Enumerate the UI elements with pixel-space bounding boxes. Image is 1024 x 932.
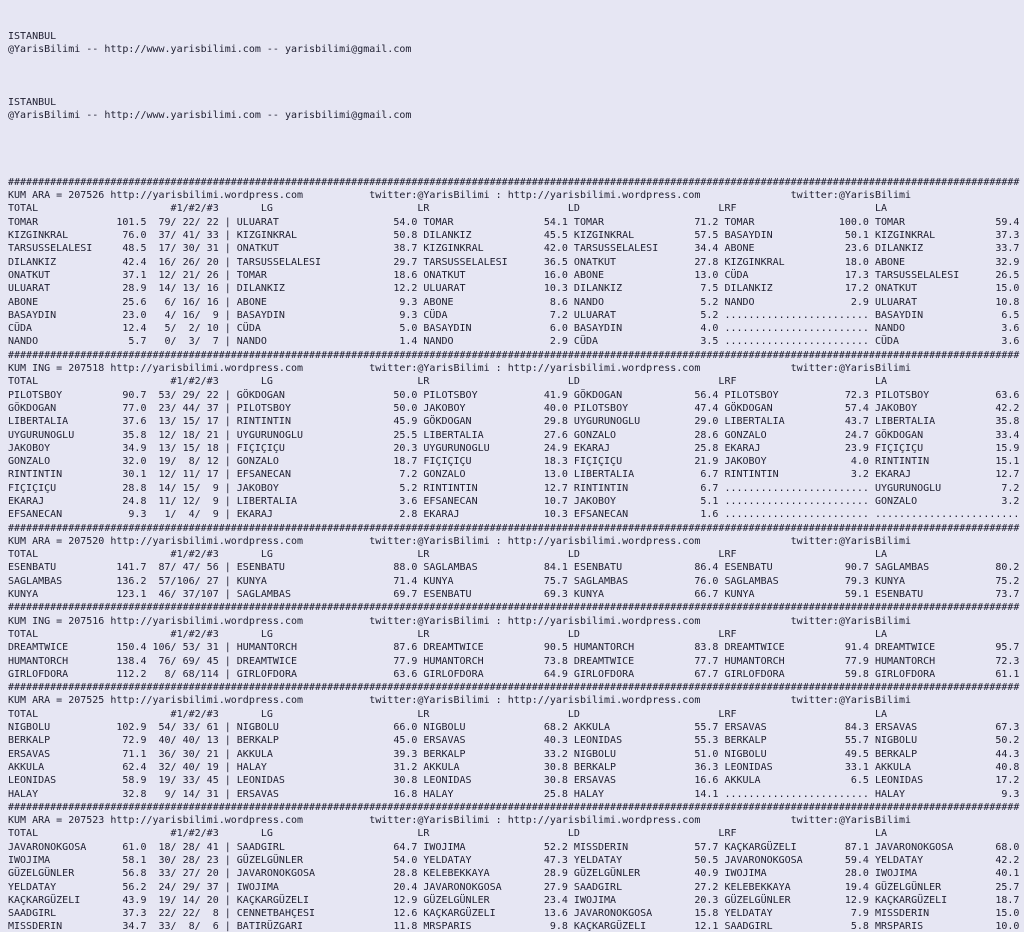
table-row: NIGBOLU 102.9 54/ 33/ 61 | NIGBOLU 66.0 … xyxy=(8,722,1020,734)
column-header-line: TOTAL #1/#2/#3 LG LR LD LRF LA xyxy=(8,376,887,388)
table-title: KUM ARA = 207525 http://yarisbilimi.word… xyxy=(8,695,912,707)
table-row: DREAMTWICE 150.4 106/ 53/ 31 | HUMANTORC… xyxy=(8,642,1020,654)
separator-line: ########################################… xyxy=(8,176,1020,188)
table-row: KUNYA 123.1 46/ 37/107 | SAGLAMBAS 69.7 … xyxy=(8,589,1020,601)
table-title: KUM ING = 207516 http://yarisbilimi.word… xyxy=(8,615,912,627)
table-title: KUM ARA = 207526 http://yarisbilimi.word… xyxy=(8,190,912,202)
table-row: CÜDA 12.4 5/ 2/ 10 | CÜDA 5.0 BASAYDIN 6… xyxy=(8,323,1020,335)
table-row: ULUARAT 28.9 14/ 13/ 16 | DILANKIZ 12.2 … xyxy=(8,283,1020,295)
table-row: JAKOBOY 34.9 13/ 15/ 18 | FIÇIÇIÇU 20.3 … xyxy=(8,442,1020,454)
table-row: SAADGIRL 37.3 22/ 22/ 8 | CENNETBAHÇESI … xyxy=(8,908,1020,920)
table-row: TARSUSSELALESI 48.5 17/ 30/ 31 | ONATKUT… xyxy=(8,243,1020,255)
race-table-207520: ########################################… xyxy=(8,522,1024,602)
table-row: LEONIDAS 58.9 19/ 33/ 45 | LEONIDAS 30.8… xyxy=(8,775,1020,787)
table-row: UYGURUNOGLU 35.8 12/ 18/ 21 | UYGURUNOGL… xyxy=(8,429,1020,441)
table-row: KIZGINKRAL 76.0 37/ 41/ 33 | KIZGINKRAL … xyxy=(8,230,1020,242)
table-row: ERSAVAS 71.1 36/ 30/ 21 | AKKULA 39.3 BE… xyxy=(8,748,1020,760)
table-row: DILANKIZ 42.4 16/ 26/ 20 | TARSUSSELALES… xyxy=(8,256,1020,268)
column-header-line: TOTAL #1/#2/#3 LG LR LD LRF LA xyxy=(8,708,887,720)
table-title: KUM ING = 207518 http://yarisbilimi.word… xyxy=(8,363,912,375)
table-row: ESENBATU 141.7 87/ 47/ 56 | ESENBATU 88.… xyxy=(8,562,1020,574)
table-row: HUMANTORCH 138.4 76/ 69/ 45 | DREAMTWICE… xyxy=(8,655,1020,667)
table-row: SAGLAMBAS 136.2 57/106/ 27 | KUNYA 71.4 … xyxy=(8,575,1020,587)
table-row: TOMAR 101.5 79/ 22/ 22 | ULUARAT 54.0 TO… xyxy=(8,216,1020,228)
table-row: FIÇIÇIÇU 28.8 14/ 15/ 9 | JAKOBOY 5.2 RI… xyxy=(8,482,1020,494)
column-header-line: TOTAL #1/#2/#3 LG LR LD LRF LA xyxy=(8,828,887,840)
column-header-line: TOTAL #1/#2/#3 LG LR LD LRF LA xyxy=(8,549,887,561)
table-row: MISSDERIN 34.7 33/ 8/ 6 | BATIRÜZGARI 11… xyxy=(8,921,1020,932)
blank-line xyxy=(8,136,1024,149)
location-line: ISTANBUL xyxy=(8,97,57,109)
tables-container: ########################################… xyxy=(8,176,1024,932)
table-row: GIRLOFDORA 112.2 8/ 68/114 | GIRLOFDORA … xyxy=(8,668,1020,680)
byline-line: @YarisBilimi -- http://www.yarisbilimi.c… xyxy=(8,110,412,122)
table-row: JAVARONOKGOSA 61.0 18/ 28/ 41 | SAADGIRL… xyxy=(8,841,1020,853)
table-row: HALAY 32.8 9/ 14/ 31 | ERSAVAS 16.8 HALA… xyxy=(8,788,1020,800)
table-row: YELDATAY 56.2 24/ 29/ 37 | IWOJIMA 20.4 … xyxy=(8,881,1020,893)
separator-line: ########################################… xyxy=(8,602,1020,614)
table-row: GÖKDOGAN 77.0 23/ 44/ 37 | PILOTSBOY 50.… xyxy=(8,402,1020,414)
race-table-207525: ########################################… xyxy=(8,681,1024,801)
table-row: NANDO 5.7 0/ 3/ 7 | NANDO 1.4 NANDO 2.9 … xyxy=(8,336,1020,348)
table-row: EFSANECAN 9.3 1/ 4/ 9 | EKARAJ 2.8 EKARA… xyxy=(8,509,1020,521)
race-table-207526: ########################################… xyxy=(8,176,1024,349)
column-header-line: TOTAL #1/#2/#3 LG LR LD LRF LA xyxy=(8,628,887,640)
blank-line xyxy=(8,69,1024,82)
blank-line xyxy=(8,123,1024,136)
separator-line: ########################################… xyxy=(8,801,1020,813)
table-title: KUM ARA = 207520 http://yarisbilimi.word… xyxy=(8,535,912,547)
table-row: KAÇKARGÜZELI 43.9 19/ 14/ 20 | KAÇKARGÜZ… xyxy=(8,894,1020,906)
table-row: AKKULA 62.4 32/ 40/ 19 | HALAY 31.2 AKKU… xyxy=(8,761,1020,773)
table-row: PILOTSBOY 90.7 53/ 29/ 22 | GÖKDOGAN 50.… xyxy=(8,389,1020,401)
race-table-207516: ########################################… xyxy=(8,601,1024,681)
column-header-line: TOTAL #1/#2/#3 LG LR LD LRF LA xyxy=(8,203,887,215)
table-row: RINTINTIN 30.1 12/ 11/ 17 | EFSANECAN 7.… xyxy=(8,469,1020,481)
separator-line: ########################################… xyxy=(8,522,1020,534)
table-row: IWOJIMA 58.1 30/ 28/ 23 | GÜZELGÜNLER 54… xyxy=(8,855,1020,866)
table-row: BERKALP 72.9 40/ 40/ 13 | BERKALP 45.0 E… xyxy=(8,735,1020,747)
blank-line xyxy=(8,56,1024,69)
separator-line: ########################################… xyxy=(8,682,1020,694)
table-title: KUM ARA = 207523 http://yarisbilimi.word… xyxy=(8,815,912,827)
race-table-207518: ########################################… xyxy=(8,349,1024,522)
table-row: GÜZELGÜNLER 56.8 33/ 27/ 20 | JAVARONOKG… xyxy=(8,868,1020,880)
table-row: LIBERTALIA 37.6 13/ 15/ 17 | RINTINTIN 4… xyxy=(8,416,1020,428)
byline-line: @YarisBilimi -- http://www.yarisbilimi.c… xyxy=(8,43,412,55)
race-table-207523: ########################################… xyxy=(8,801,1024,932)
separator-line: ########################################… xyxy=(8,349,1020,361)
table-row: ABONE 25.6 6/ 16/ 16 | ABONE 9.3 ABONE 8… xyxy=(8,296,1020,308)
table-row: ONATKUT 37.1 12/ 21/ 26 | TOMAR 18.6 ONA… xyxy=(8,269,1020,281)
blank-line xyxy=(8,83,1024,96)
intro-block: ISTANBUL @YarisBilimi -- http://www.yaris… xyxy=(8,30,1024,150)
table-row: BASAYDIN 23.0 4/ 16/ 9 | BASAYDIN 9.3 CÜ… xyxy=(8,309,1020,321)
location-line: ISTANBUL xyxy=(8,30,57,42)
table-row: EKARAJ 24.8 11/ 12/ 9 | LIBERTALIA 3.6 E… xyxy=(8,495,1020,507)
table-row: GONZALO 32.0 19/ 8/ 12 | GONZALO 18.7 FI… xyxy=(8,456,1020,468)
